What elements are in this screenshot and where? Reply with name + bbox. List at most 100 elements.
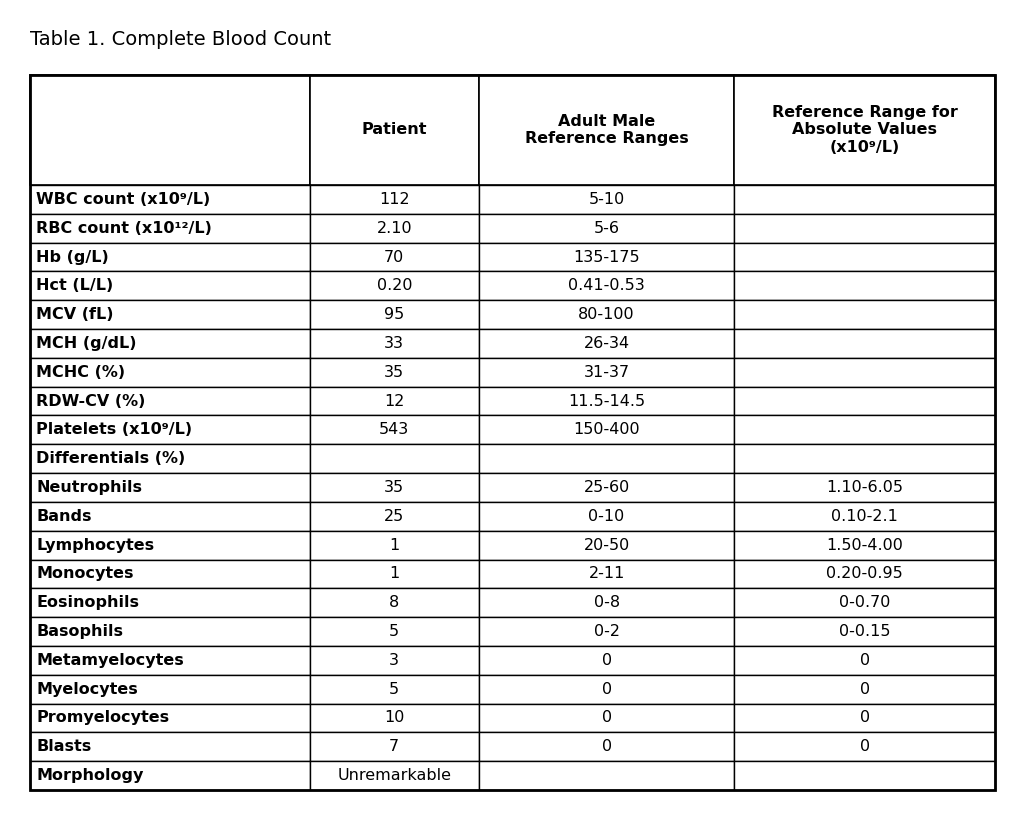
Text: 0: 0 xyxy=(860,711,869,725)
Text: Patient: Patient xyxy=(361,122,427,138)
Bar xyxy=(479,387,734,415)
Text: MCH (g/dL): MCH (g/dL) xyxy=(36,336,136,351)
Text: RBC count (x10¹²/L): RBC count (x10¹²/L) xyxy=(36,220,212,236)
Text: Monocytes: Monocytes xyxy=(36,566,133,582)
Text: 112: 112 xyxy=(379,192,410,207)
Text: Blasts: Blasts xyxy=(36,739,91,754)
Bar xyxy=(734,560,995,588)
Bar xyxy=(479,272,734,300)
Bar xyxy=(479,473,734,502)
Bar xyxy=(310,415,479,444)
Text: 10: 10 xyxy=(384,711,404,725)
Text: 25-60: 25-60 xyxy=(584,480,630,495)
Bar xyxy=(30,502,310,530)
Bar xyxy=(30,617,310,646)
Text: 0.10-2.1: 0.10-2.1 xyxy=(831,509,898,524)
Bar xyxy=(479,761,734,790)
Bar xyxy=(734,761,995,790)
Text: 0-0.15: 0-0.15 xyxy=(839,624,891,639)
Text: 2-11: 2-11 xyxy=(589,566,625,582)
Text: 0.41-0.53: 0.41-0.53 xyxy=(568,278,645,293)
Bar xyxy=(479,300,734,329)
Text: 12: 12 xyxy=(384,393,404,409)
Bar xyxy=(30,75,310,185)
Bar xyxy=(734,617,995,646)
Text: 0-8: 0-8 xyxy=(594,595,620,610)
Bar xyxy=(479,646,734,675)
Text: Lymphocytes: Lymphocytes xyxy=(36,538,155,552)
Text: Eosinophils: Eosinophils xyxy=(36,595,139,610)
Bar xyxy=(310,646,479,675)
Bar xyxy=(30,675,310,703)
Text: 3: 3 xyxy=(389,653,399,667)
Bar xyxy=(734,473,995,502)
Text: 150-400: 150-400 xyxy=(573,423,640,437)
Bar xyxy=(310,185,479,214)
Text: 35: 35 xyxy=(384,365,404,379)
Bar xyxy=(310,387,479,415)
Bar xyxy=(479,75,734,185)
Bar xyxy=(479,530,734,560)
Text: Platelets (x10⁹/L): Platelets (x10⁹/L) xyxy=(36,423,193,437)
Text: 543: 543 xyxy=(379,423,410,437)
Bar xyxy=(30,329,310,358)
Bar xyxy=(479,560,734,588)
Text: 80-100: 80-100 xyxy=(579,307,635,322)
Text: 0: 0 xyxy=(601,681,611,697)
Text: 8: 8 xyxy=(389,595,399,610)
Text: 11.5-14.5: 11.5-14.5 xyxy=(568,393,645,409)
Text: 0: 0 xyxy=(601,711,611,725)
Bar xyxy=(734,358,995,387)
Bar xyxy=(30,761,310,790)
Bar xyxy=(310,444,479,473)
Bar xyxy=(734,242,995,272)
Bar xyxy=(734,703,995,733)
Bar xyxy=(734,185,995,214)
Bar xyxy=(30,530,310,560)
Bar xyxy=(30,444,310,473)
Bar xyxy=(734,646,995,675)
Bar xyxy=(30,646,310,675)
Bar xyxy=(479,214,734,242)
Bar xyxy=(734,444,995,473)
Text: WBC count (x10⁹/L): WBC count (x10⁹/L) xyxy=(36,192,210,207)
Bar xyxy=(734,502,995,530)
Bar xyxy=(479,242,734,272)
Text: Basophils: Basophils xyxy=(36,624,123,639)
Text: Myelocytes: Myelocytes xyxy=(36,681,138,697)
Text: Hct (L/L): Hct (L/L) xyxy=(36,278,114,293)
Text: 0: 0 xyxy=(601,653,611,667)
Bar xyxy=(30,560,310,588)
Text: 0: 0 xyxy=(601,739,611,754)
Text: 5-6: 5-6 xyxy=(594,220,620,236)
Bar xyxy=(310,329,479,358)
Bar xyxy=(30,272,310,300)
Bar xyxy=(479,185,734,214)
Text: 0-10: 0-10 xyxy=(589,509,625,524)
Text: Promyelocytes: Promyelocytes xyxy=(36,711,169,725)
Text: 2.10: 2.10 xyxy=(377,220,412,236)
Text: Differentials (%): Differentials (%) xyxy=(36,451,185,466)
Bar xyxy=(310,560,479,588)
Bar xyxy=(734,588,995,617)
Bar xyxy=(479,588,734,617)
Text: 0.20: 0.20 xyxy=(377,278,412,293)
Bar xyxy=(734,415,995,444)
Bar xyxy=(310,242,479,272)
Text: 0: 0 xyxy=(860,739,869,754)
Bar xyxy=(310,75,479,185)
Bar xyxy=(479,675,734,703)
Text: 25: 25 xyxy=(384,509,404,524)
Bar xyxy=(310,530,479,560)
Text: 1: 1 xyxy=(389,566,399,582)
Text: Neutrophils: Neutrophils xyxy=(36,480,142,495)
Bar xyxy=(30,733,310,761)
Text: 0.20-0.95: 0.20-0.95 xyxy=(826,566,903,582)
Text: MCV (fL): MCV (fL) xyxy=(36,307,114,322)
Text: 20-50: 20-50 xyxy=(584,538,630,552)
Bar xyxy=(310,703,479,733)
Bar xyxy=(310,588,479,617)
Bar xyxy=(30,473,310,502)
Bar xyxy=(734,329,995,358)
Bar xyxy=(479,502,734,530)
